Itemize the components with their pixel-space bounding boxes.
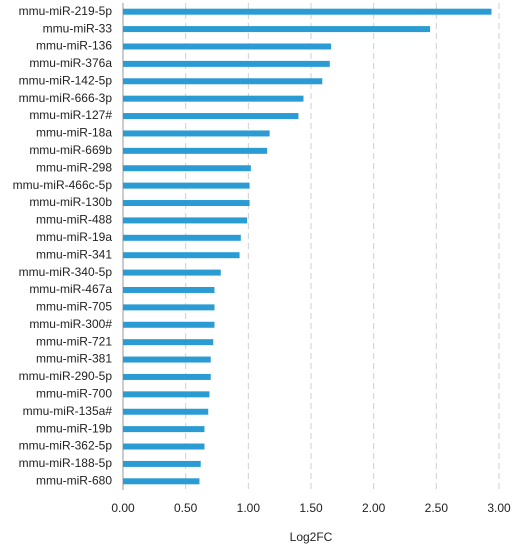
y-tick-label: mmu-miR-127#	[29, 108, 112, 122]
y-tick-label: mmu-miR-135a#	[23, 404, 113, 418]
y-tick-label: mmu-miR-488	[36, 213, 112, 227]
bar	[123, 78, 323, 85]
bar	[123, 269, 221, 276]
bar	[123, 95, 304, 102]
x-tick-label: 2.00	[362, 501, 386, 515]
y-tick-label: mmu-miR-721	[36, 334, 112, 348]
bar	[123, 373, 211, 380]
y-tick-label: mmu-miR-19a	[36, 230, 112, 244]
y-tick-label: mmu-miR-219-5p	[19, 4, 113, 18]
bar	[123, 426, 205, 433]
x-tick-label: 0.00	[111, 501, 135, 515]
y-tick-label: mmu-miR-18a	[36, 126, 112, 140]
x-tick-label: 1.00	[237, 501, 261, 515]
x-tick-label: 0.50	[174, 501, 198, 515]
y-tick-label: mmu-miR-298	[36, 160, 112, 174]
bar	[123, 408, 209, 415]
bar	[123, 182, 250, 189]
bar	[123, 165, 251, 172]
bar	[123, 200, 250, 207]
y-tick-label: mmu-miR-669b	[29, 143, 112, 157]
bar	[123, 43, 332, 50]
y-tick-label: mmu-miR-680	[36, 473, 112, 487]
bar	[123, 60, 330, 67]
bar	[123, 339, 214, 346]
y-tick-label: mmu-miR-376a	[29, 56, 112, 70]
bar	[123, 478, 200, 485]
y-tick-label: mmu-miR-340-5p	[19, 265, 113, 279]
bar	[123, 252, 240, 259]
x-tick-label: 1.50	[299, 501, 323, 515]
y-tick-label: mmu-miR-33	[43, 21, 113, 35]
x-tick-label: 3.00	[487, 501, 511, 515]
bar	[123, 26, 431, 33]
y-tick-label: mmu-miR-666-3p	[19, 91, 113, 105]
bar	[123, 130, 270, 137]
y-tick-label: mmu-miR-142-5p	[19, 73, 113, 87]
bar	[123, 8, 492, 15]
bar	[123, 234, 241, 241]
bar	[123, 391, 210, 398]
y-tick-label: mmu-miR-300#	[29, 317, 112, 331]
bar	[123, 147, 268, 154]
x-tick-label: 2.50	[425, 501, 449, 515]
bar	[123, 286, 215, 293]
y-tick-label: mmu-miR-341	[36, 247, 112, 261]
y-tick-label: mmu-miR-19b	[36, 421, 112, 435]
y-tick-label: mmu-miR-136	[36, 39, 112, 53]
y-tick-label: mmu-miR-290-5p	[19, 369, 113, 383]
y-tick-label: mmu-miR-705	[36, 300, 112, 314]
bar	[123, 443, 205, 450]
bar	[123, 217, 248, 224]
y-tick-label: mmu-miR-700	[36, 387, 112, 401]
bar	[123, 356, 211, 363]
bar	[123, 304, 215, 311]
y-tick-label: mmu-miR-467a	[29, 282, 112, 296]
y-tick-label: mmu-miR-130b	[29, 195, 112, 209]
y-tick-label: mmu-miR-362-5p	[19, 439, 113, 453]
bar	[123, 321, 215, 328]
bar	[123, 113, 299, 120]
bar	[123, 460, 201, 467]
y-tick-label: mmu-miR-188-5p	[19, 456, 113, 470]
y-tick-label: mmu-miR-381	[36, 352, 112, 366]
x-axis-label: Log2FC	[290, 530, 333, 544]
y-tick-label: mmu-miR-466c-5p	[13, 178, 113, 192]
